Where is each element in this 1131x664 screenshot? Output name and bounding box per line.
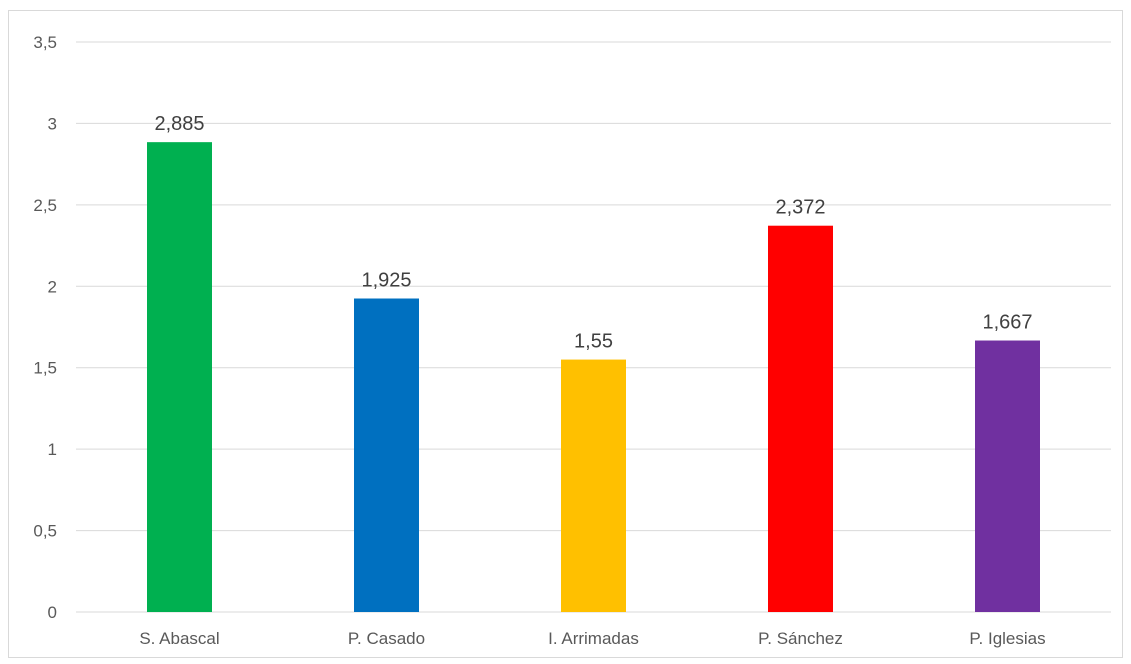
data-labels: 2,885 1,925 1,55 2,372 1,667	[154, 113, 1032, 352]
x-tick-label: P. Iglesias	[969, 629, 1045, 648]
y-tick-label: 0,5	[33, 522, 57, 541]
y-tick-label: 2,5	[33, 196, 57, 215]
bar	[147, 142, 212, 612]
y-axis-ticks: 0 0,5 1 1,5 2 2,5 3 3,5	[33, 33, 57, 622]
x-tick-label: I. Arrimadas	[548, 629, 639, 648]
bar	[975, 341, 1040, 612]
y-tick-label: 1,5	[33, 359, 57, 378]
data-label: 2,372	[775, 197, 825, 219]
y-tick-label: 3	[48, 114, 57, 133]
data-label: 1,925	[361, 270, 411, 292]
x-tick-label: P. Casado	[348, 629, 425, 648]
x-axis-ticks: S. Abascal P. Casado I. Arrimadas P. Sánche…	[139, 629, 1045, 648]
bar	[354, 299, 419, 613]
bar	[561, 360, 626, 612]
bars	[147, 142, 1040, 612]
bar-chart: 2,885 1,925 1,55 2,372 1,667 0 0,5 1 1,5 2 2,5 3 3,…	[9, 11, 1124, 659]
y-tick-label: 1	[48, 440, 57, 459]
data-label: 1,55	[574, 331, 613, 353]
data-label: 2,885	[154, 113, 204, 135]
y-tick-label: 3,5	[33, 33, 57, 52]
chart-frame: 2,885 1,925 1,55 2,372 1,667 0 0,5 1 1,5 2 2,5 3 3,…	[8, 10, 1123, 658]
x-tick-label: P. Sánchez	[758, 629, 843, 648]
y-tick-label: 0	[48, 603, 57, 622]
bar	[768, 226, 833, 612]
x-tick-label: S. Abascal	[139, 629, 219, 648]
data-label: 1,667	[982, 312, 1032, 334]
y-tick-label: 2	[48, 277, 57, 296]
